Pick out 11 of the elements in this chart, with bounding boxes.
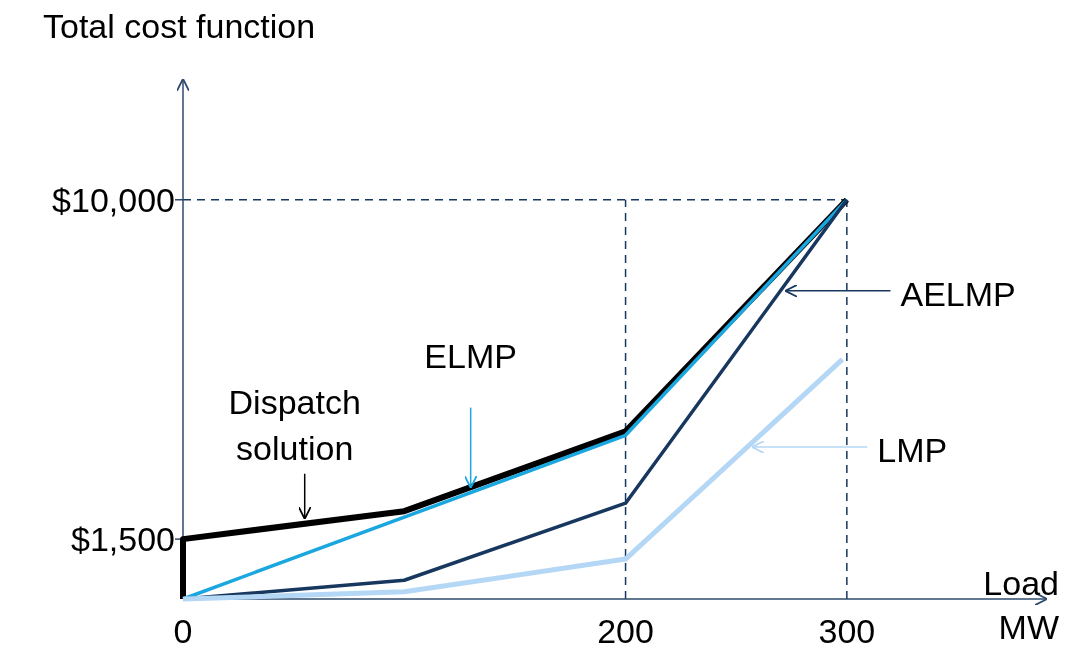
legend-label: AELMP [900,274,1016,313]
x-tick-label: 300 [818,612,876,650]
text: ELMP [424,336,517,375]
x-tick-label: 200 [597,612,654,650]
legend-label: LMP [877,431,948,470]
series-label: Dispatch solution [228,382,361,467]
y-tick-label: $1,500 [71,520,175,559]
y-axis-title: Total cost function [43,7,316,45]
x-axis-title: Load MW [983,564,1059,646]
x-tick-label: 0 [173,612,193,650]
y-tick-label: $10,000 [52,180,175,219]
